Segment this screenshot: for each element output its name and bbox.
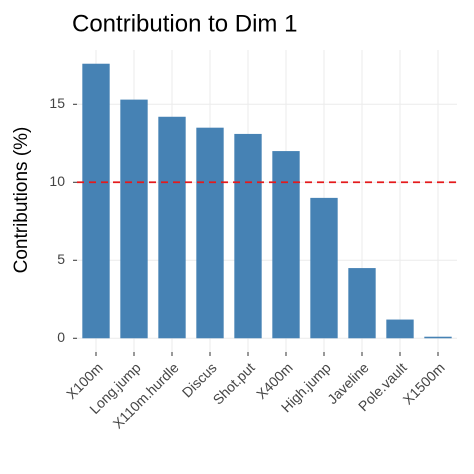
bar bbox=[310, 197, 338, 339]
bar bbox=[424, 336, 452, 339]
y-tick-label: 15 bbox=[49, 95, 65, 111]
bar bbox=[348, 268, 376, 339]
chart-title: Contribution to Dim 1 bbox=[72, 10, 297, 37]
x-tick-label: Shot.put bbox=[210, 359, 258, 407]
bar bbox=[158, 116, 186, 339]
bar bbox=[234, 133, 262, 339]
bar bbox=[386, 319, 414, 339]
bar bbox=[82, 63, 110, 339]
y-axis-label: Contributions (%) bbox=[11, 127, 32, 274]
y-tick-label: 0 bbox=[57, 329, 65, 345]
y-tick-label: 10 bbox=[49, 173, 65, 189]
bar bbox=[196, 127, 224, 339]
bar bbox=[120, 99, 148, 339]
bar bbox=[272, 151, 300, 339]
y-tick-label: 5 bbox=[57, 251, 65, 267]
x-tick-label: X1500m bbox=[400, 359, 448, 407]
